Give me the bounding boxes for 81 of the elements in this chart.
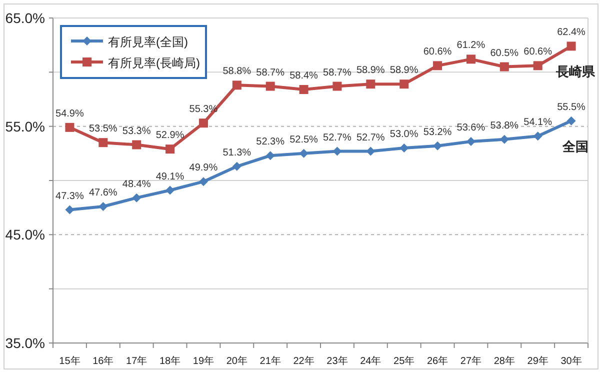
x-tick-label: 15年: [59, 355, 80, 367]
data-label: 54.9%: [56, 108, 84, 120]
x-tick-label: 18年: [159, 355, 181, 367]
point: [433, 141, 442, 150]
x-tick-label: 29年: [527, 355, 548, 367]
data-label: 53.5%: [88, 124, 118, 135]
y-tick-label: 35.0%: [5, 335, 45, 351]
point: [198, 118, 208, 128]
y-tick-label: 55.0%: [5, 118, 45, 134]
data-label: 53.2%: [423, 126, 452, 138]
data-label: 52.5%: [290, 134, 318, 146]
point: [533, 61, 542, 70]
x-tick-label: 23年: [326, 355, 348, 367]
point: [65, 205, 74, 214]
point: [299, 148, 308, 158]
y-tick-label: 65.0%: [5, 10, 45, 26]
x-tick-label: 25年: [394, 355, 415, 367]
annotation: 長崎県: [554, 64, 596, 80]
x-tick-label: 26年: [426, 355, 448, 367]
data-label: 60.6%: [423, 46, 452, 58]
x-tick-label: 20年: [226, 355, 248, 367]
x-tick-label: 30年: [560, 355, 582, 367]
point: [400, 80, 409, 89]
data-label: 52.9%: [156, 130, 184, 142]
point: [232, 80, 242, 90]
point: [98, 202, 108, 211]
point: [566, 116, 576, 126]
x-tick-label: 24年: [360, 355, 382, 367]
data-label: 48.4%: [122, 178, 151, 190]
x-tick-label: 27年: [460, 355, 482, 367]
x-tick-label: 21年: [260, 355, 281, 367]
data-label: 60.6%: [524, 46, 552, 58]
point: [166, 186, 175, 195]
data-label: 61.2%: [456, 40, 486, 52]
data-label: 54.1%: [524, 117, 552, 128]
annotation: 全国: [561, 138, 588, 154]
x-tick-label: 22年: [293, 355, 314, 367]
y-tick-label: 45.0%: [5, 226, 45, 243]
point: [198, 177, 208, 186]
x-tick-label: 17年: [126, 355, 148, 367]
point: [65, 122, 74, 132]
data-label: 49.1%: [156, 171, 184, 182]
data-label: 52.7%: [356, 132, 385, 144]
data-label: 53.6%: [456, 122, 486, 134]
point: [332, 82, 342, 91]
data-label: 52.3%: [256, 136, 285, 148]
data-label: 47.6%: [88, 188, 118, 198]
data-label: 58.7%: [323, 67, 352, 78]
data-label: 58.9%: [356, 65, 385, 76]
data-label: 47.3%: [56, 190, 84, 202]
data-label: 62.4%: [557, 27, 586, 38]
point: [98, 138, 108, 148]
data-label: 53.0%: [390, 129, 418, 140]
point: [166, 144, 175, 154]
legend-label: 有所見率(全国): [108, 35, 188, 49]
x-tick-label: 28年: [494, 355, 515, 367]
point: [132, 140, 142, 150]
legend-label: 有所見率(長崎局): [108, 56, 200, 70]
point: [466, 54, 476, 64]
point: [266, 151, 275, 160]
data-label: 55.5%: [557, 102, 586, 113]
point: [566, 42, 576, 51]
data-label: 58.9%: [390, 65, 418, 76]
x-tick-label: 16年: [92, 355, 114, 367]
point: [433, 61, 442, 70]
point: [266, 82, 275, 91]
data-label: 51.3%: [222, 147, 252, 158]
data-label: 53.3%: [122, 126, 151, 137]
data-label: 58.7%: [256, 67, 285, 78]
data-label: 58.4%: [290, 70, 318, 82]
data-label: 58.8%: [222, 66, 252, 78]
point: [500, 62, 509, 72]
point: [366, 80, 376, 89]
x-tick-label: 19年: [192, 355, 214, 367]
point: [232, 162, 242, 171]
point: [299, 85, 308, 94]
data-label: 49.9%: [189, 162, 218, 174]
data-label: 52.7%: [323, 132, 352, 144]
data-label: 53.8%: [490, 120, 519, 132]
data-label: 60.5%: [490, 48, 519, 59]
point: [132, 193, 142, 202]
